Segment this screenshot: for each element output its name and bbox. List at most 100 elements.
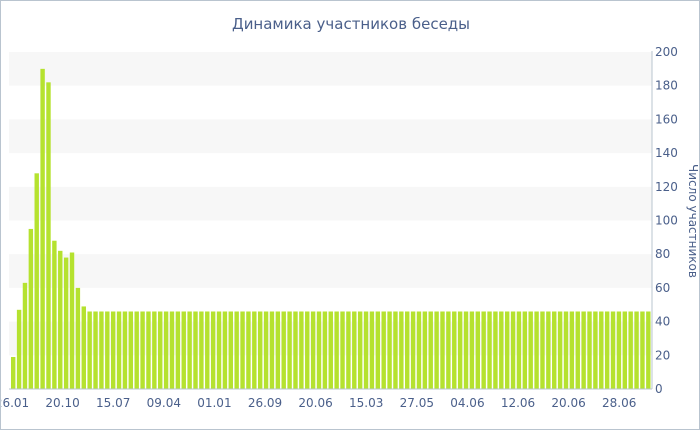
bar bbox=[134, 311, 139, 389]
bar bbox=[316, 311, 322, 389]
bar bbox=[263, 311, 269, 389]
bar bbox=[422, 311, 428, 389]
bar bbox=[504, 311, 510, 389]
y-tick-label: 140 bbox=[655, 146, 678, 160]
bar bbox=[540, 311, 545, 389]
bar bbox=[199, 311, 204, 389]
x-tick-label: 27.05 bbox=[400, 396, 434, 410]
bar bbox=[593, 311, 598, 389]
bar bbox=[81, 306, 86, 389]
bar bbox=[646, 311, 651, 389]
bar bbox=[252, 311, 257, 389]
bar bbox=[546, 311, 551, 389]
bar bbox=[128, 311, 134, 389]
bar bbox=[105, 311, 110, 389]
x-tick-label: 26.01 bbox=[1, 396, 29, 410]
bar bbox=[563, 311, 569, 389]
bar bbox=[246, 311, 251, 389]
bar bbox=[299, 311, 304, 389]
y-tick-label: 180 bbox=[655, 79, 678, 93]
bar bbox=[287, 311, 292, 389]
bar bbox=[340, 311, 345, 389]
bar bbox=[405, 311, 410, 389]
bar bbox=[393, 311, 398, 389]
bar bbox=[552, 311, 557, 389]
bar bbox=[640, 311, 645, 389]
bar bbox=[322, 311, 328, 389]
bar bbox=[281, 311, 286, 389]
y-tick-labels: 0 20 40 60 80 100 120 140 160 180 200 bbox=[655, 45, 678, 396]
bar bbox=[416, 311, 422, 389]
grid-band bbox=[9, 186, 652, 221]
bar bbox=[534, 311, 539, 389]
bar bbox=[475, 311, 480, 389]
bar bbox=[158, 311, 163, 389]
bar bbox=[116, 311, 122, 389]
bar bbox=[234, 311, 239, 389]
bar bbox=[22, 282, 28, 389]
bar bbox=[16, 309, 22, 389]
bar bbox=[434, 311, 439, 389]
bar bbox=[587, 311, 592, 389]
bar bbox=[222, 311, 228, 389]
x-tick-label: 20.06 bbox=[298, 396, 332, 410]
bar bbox=[387, 311, 392, 389]
bar bbox=[257, 311, 263, 389]
bar bbox=[581, 311, 586, 389]
x-tick-label: 28.06 bbox=[602, 396, 636, 410]
bar bbox=[352, 311, 357, 389]
x-tick-label: 09.04 bbox=[147, 396, 181, 410]
bar bbox=[369, 311, 375, 389]
chart-title: Динамика участников беседы bbox=[232, 15, 470, 33]
bar bbox=[569, 311, 575, 389]
bar bbox=[163, 311, 169, 389]
bar bbox=[499, 311, 504, 389]
bar bbox=[528, 311, 533, 389]
bar bbox=[140, 311, 145, 389]
bar bbox=[375, 311, 381, 389]
grid-band bbox=[9, 254, 652, 288]
x-tick-label: 20.10 bbox=[45, 396, 79, 410]
bar bbox=[469, 311, 475, 389]
y-tick-label: 40 bbox=[655, 315, 670, 329]
bar bbox=[305, 311, 310, 389]
bar bbox=[210, 311, 216, 389]
x-tick-label: 01.01 bbox=[197, 396, 231, 410]
bar bbox=[122, 311, 128, 389]
bar bbox=[69, 252, 75, 389]
bar bbox=[557, 311, 563, 389]
grid-bands bbox=[9, 52, 652, 356]
grid-band bbox=[9, 52, 652, 86]
bar bbox=[52, 240, 57, 389]
bar bbox=[622, 311, 628, 389]
bar bbox=[310, 311, 316, 389]
bar bbox=[428, 311, 433, 389]
y-tick-label: 60 bbox=[655, 281, 670, 295]
y-tick-label: 0 bbox=[655, 382, 663, 396]
bar bbox=[193, 311, 198, 389]
bar bbox=[575, 311, 580, 389]
y-tick-label: 160 bbox=[655, 112, 678, 126]
bar bbox=[599, 311, 604, 389]
bar bbox=[334, 311, 339, 389]
bar bbox=[616, 311, 622, 389]
x-tick-label: 04.06 bbox=[450, 396, 484, 410]
y-axis-title: Число участников bbox=[686, 164, 700, 278]
bar bbox=[440, 311, 445, 389]
bar bbox=[457, 311, 463, 389]
y-tick-label: 100 bbox=[655, 214, 678, 228]
bar bbox=[216, 311, 222, 389]
bar bbox=[610, 311, 616, 389]
bar bbox=[110, 311, 116, 389]
bar bbox=[452, 311, 457, 389]
grid-band bbox=[9, 119, 652, 154]
bar bbox=[75, 287, 81, 389]
bar bbox=[187, 311, 192, 389]
bar bbox=[46, 82, 51, 389]
bar bbox=[93, 311, 98, 389]
y-tick-label: 20 bbox=[655, 348, 670, 362]
bar bbox=[28, 228, 34, 389]
bar bbox=[328, 311, 333, 389]
